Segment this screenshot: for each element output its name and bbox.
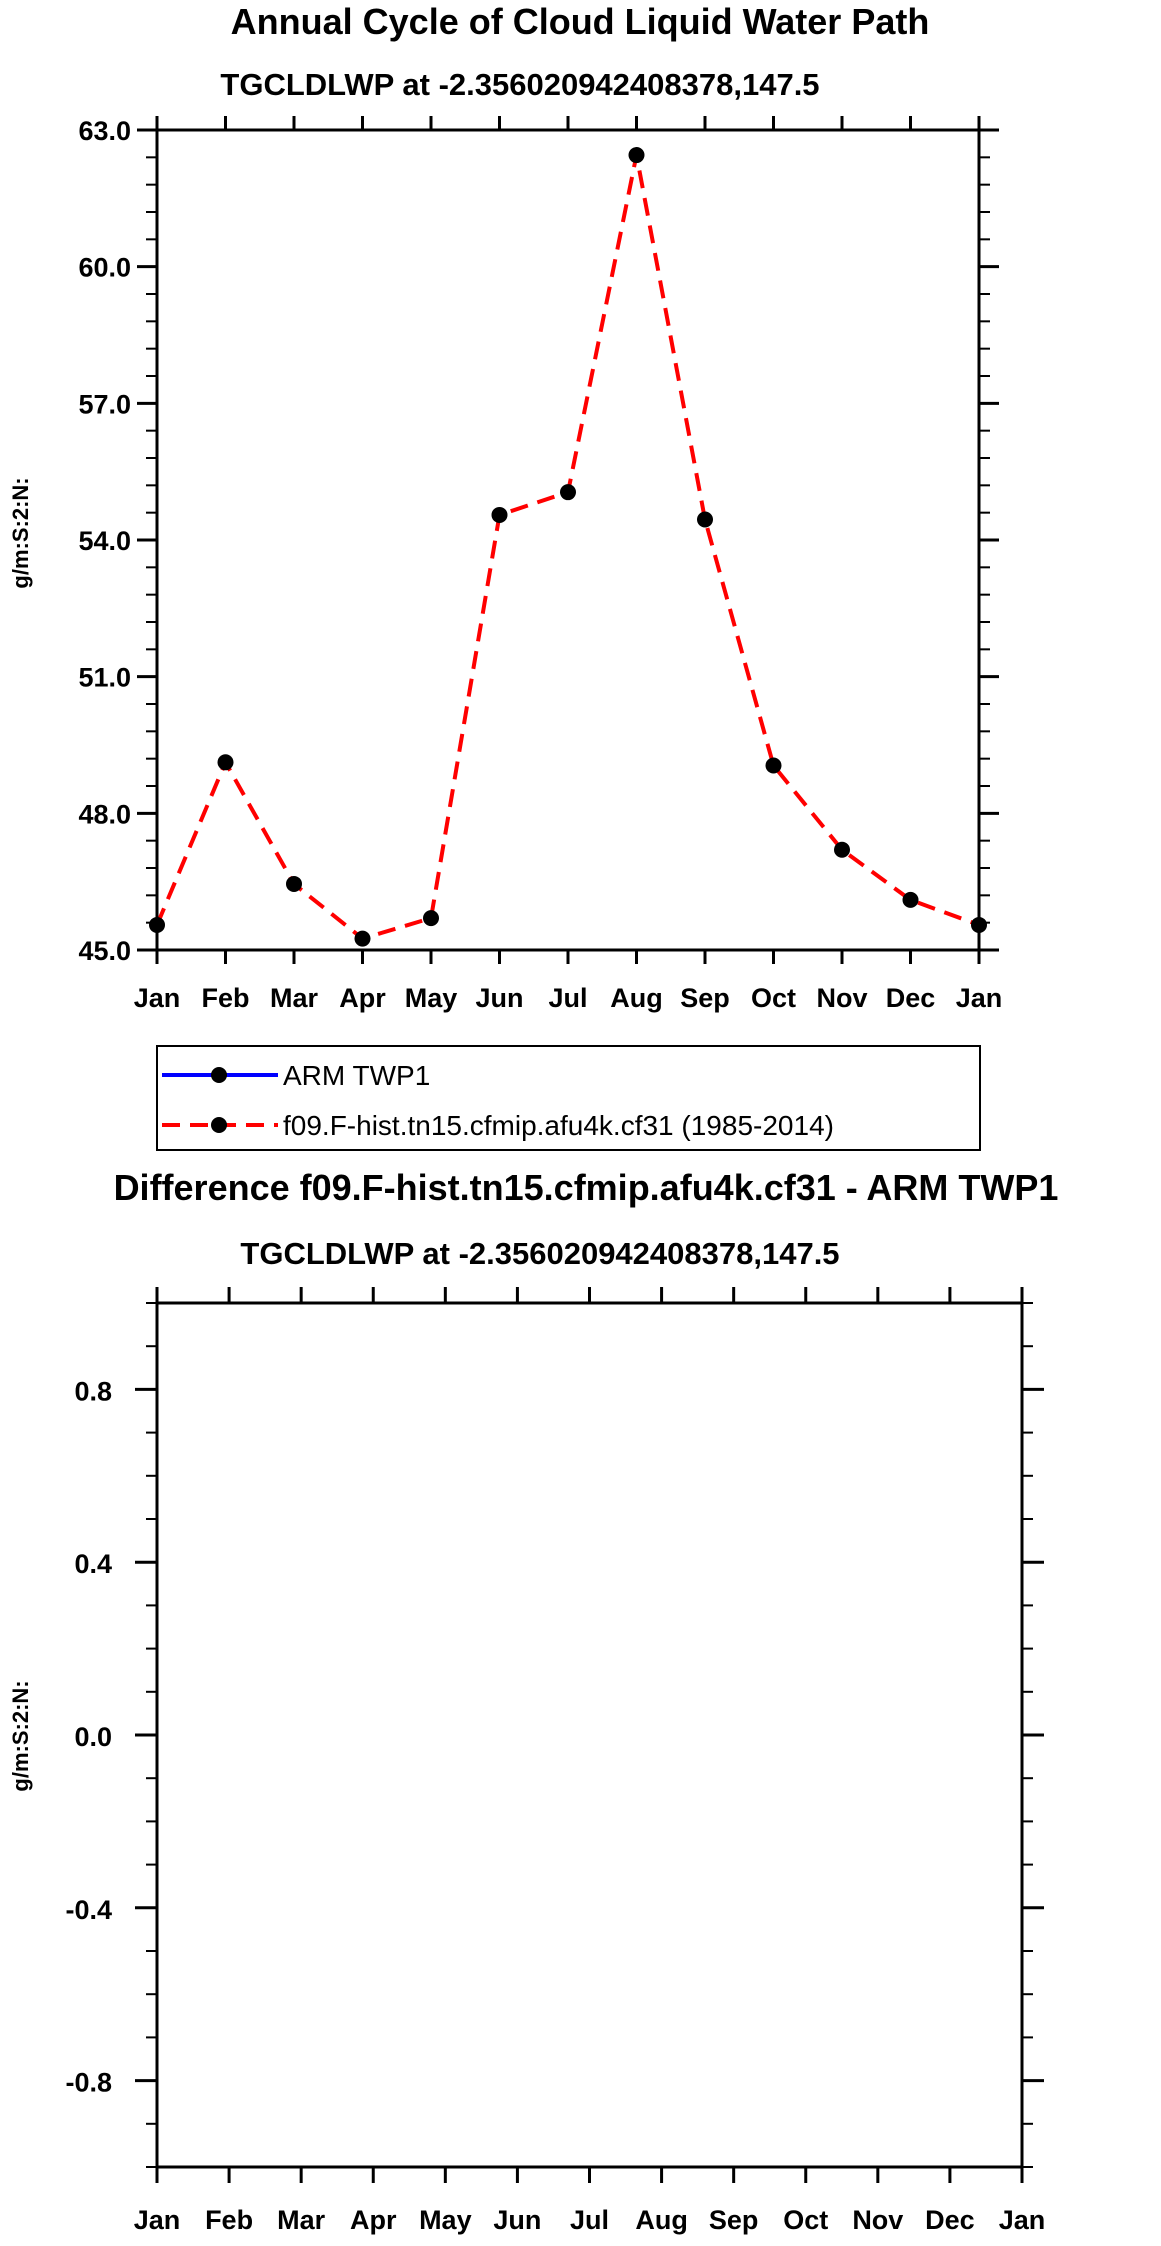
chart1-subtitle: TGCLDLWP at -2.356020942408378,147.5 (220, 67, 819, 102)
x-tick-label: Nov (816, 983, 867, 1013)
series-line-1 (155, 154, 980, 941)
x-tick-label: May (405, 983, 458, 1013)
data-point (697, 511, 713, 528)
x-tick-label: Jan (999, 2205, 1046, 2235)
data-point (354, 930, 371, 947)
x-tick-label: Apr (339, 983, 386, 1013)
x-tick-label: Mar (270, 983, 319, 1013)
chart1-legend: ARM TWP1 f09.F-hist.tn15.cfmip.afu4k.cf3… (156, 1045, 981, 1151)
chart2-ticks (135, 1287, 1044, 2183)
x-tick-label: May (419, 2205, 472, 2235)
y-tick-label: 60.0 (78, 253, 131, 283)
data-point (971, 916, 987, 933)
x-tick-label: Oct (783, 2205, 828, 2235)
x-tick-label: Jan (134, 2205, 181, 2235)
annual-cycle-chart: Annual Cycle of Cloud Liquid Water Path … (8, 1, 1003, 1151)
x-tick-label: Nov (852, 2205, 903, 2235)
data-point (628, 147, 645, 164)
y-tick-label: 54.0 (78, 526, 131, 556)
chart1-plot-frame (155, 128, 981, 952)
chart1-x-tick-labels: Jan Feb Mar Apr May Jun Jul Aug Sep Oct Nov Dec Jan (134, 983, 1003, 1013)
data-point (149, 916, 165, 933)
x-tick-label: Feb (205, 2205, 253, 2235)
data-point (423, 910, 439, 927)
x-tick-label: Oct (751, 983, 796, 1013)
legend-label-arm-twp1: ARM TWP1 (283, 1060, 430, 1091)
data-point (902, 891, 919, 908)
chart2-title: Difference f09.F-hist.tn15.cfmip.afu4k.c… (114, 1167, 1059, 1208)
chart2-x-tick-labels: Jan Feb Mar Apr May Jun Jul Aug Sep Oct Nov Dec Jan (134, 2205, 1046, 2235)
x-tick-label: Dec (886, 983, 936, 1013)
legend-label-model: f09.F-hist.tn15.cfmip.afu4k.cf31 (1985-2… (283, 1110, 834, 1141)
x-tick-label: Sep (709, 2205, 759, 2235)
chart2-subtitle: TGCLDLWP at -2.356020942408378,147.5 (240, 1236, 839, 1271)
x-tick-label: Jan (956, 983, 1003, 1013)
chart2-plot-frame (155, 1301, 1024, 2169)
legend-box (156, 1045, 981, 1151)
data-point (834, 841, 850, 858)
chart1-ticks (137, 116, 999, 964)
y-tick-label: -0.4 (65, 1895, 112, 1925)
x-tick-label: Jul (570, 2205, 609, 2235)
y-tick-label: 48.0 (78, 799, 131, 829)
chart1-title: Annual Cycle of Cloud Liquid Water Path (231, 1, 930, 42)
y-tick-label: 45.0 (78, 936, 131, 966)
legend-marker-model (211, 1117, 227, 1133)
x-tick-label: Mar (277, 2205, 326, 2235)
data-point (286, 875, 302, 892)
x-tick-label: Jun (475, 983, 523, 1013)
chart2-y-tick-labels: -0.8 -0.4 0.0 0.4 0.8 (65, 1376, 112, 2097)
chart1-y-tick-labels: 45.0 48.0 51.0 54.0 57.0 60.0 63.0 (78, 116, 131, 966)
difference-chart: Difference f09.F-hist.tn15.cfmip.afu4k.c… (8, 1167, 1058, 2235)
x-tick-label: Aug (610, 983, 662, 1013)
data-point (217, 754, 234, 771)
chart1-ylabel: g/m:S:2:N: (8, 477, 33, 588)
y-tick-label: 63.0 (78, 116, 131, 146)
chart2-ylabel: g/m:S:2:N: (8, 1680, 33, 1791)
x-tick-label: Jan (134, 983, 181, 1013)
y-tick-label: -0.8 (65, 2068, 112, 2098)
y-tick-label: 57.0 (78, 389, 131, 419)
x-tick-label: Jul (548, 983, 587, 1013)
chart1-series (149, 147, 987, 947)
x-tick-label: Apr (350, 2205, 397, 2235)
y-tick-label: 0.4 (74, 1549, 112, 1579)
x-tick-label: Aug (635, 2205, 687, 2235)
legend-marker-arm-twp1 (211, 1067, 227, 1083)
x-tick-label: Sep (680, 983, 730, 1013)
y-tick-label: 51.0 (78, 663, 131, 693)
x-tick-label: Jun (493, 2205, 541, 2235)
x-tick-label: Feb (201, 983, 249, 1013)
x-tick-label: Dec (925, 2205, 975, 2235)
data-point (491, 506, 508, 523)
y-tick-label: 0.8 (74, 1376, 112, 1406)
data-point (560, 484, 576, 501)
y-tick-label: 0.0 (74, 1722, 112, 1752)
data-point (765, 757, 782, 774)
